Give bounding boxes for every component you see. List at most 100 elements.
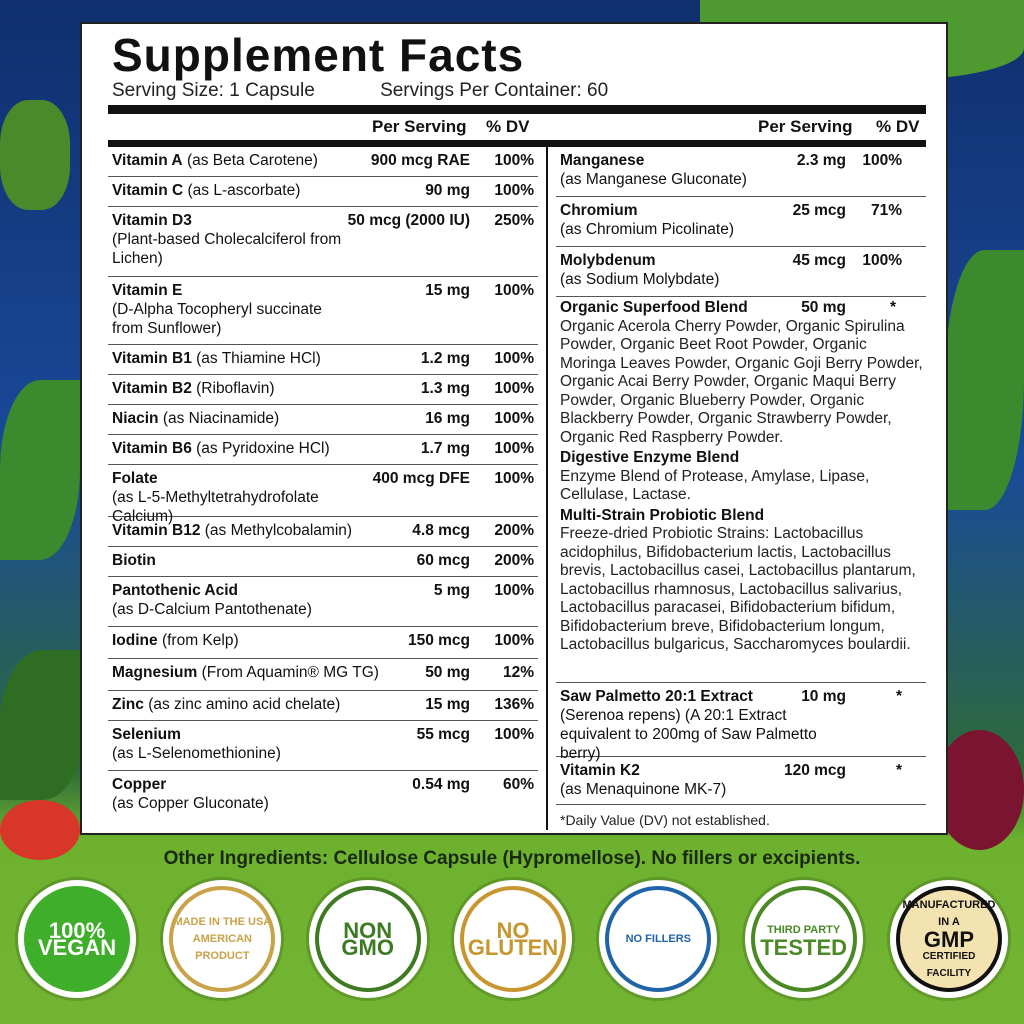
nutrient-source: (as Menaquinone MK-7) [560,781,727,798]
broccoli-decoration [0,100,70,210]
nutrient-name-line: Niacin (as Niacinamide) [112,409,538,428]
nutrient-row: Vitamin C (as L-ascorbate) 90 mg 100% [108,177,538,207]
nutrient-row: Pantothenic Acid (as D-Calcium Pantothena… [108,577,538,627]
daily-value: 100% [494,152,534,169]
badge-inner: NON GMO [314,886,421,992]
daily-value: 100% [862,252,902,269]
right-dv-header: % DV [876,117,920,136]
non-gmo-badge: NON GMO [308,880,427,998]
supplement-facts-panel: Supplement Facts Serving Size: 1 Capsule… [80,22,948,835]
daily-value: 100% [494,410,534,427]
nutrient-name: Iodine [112,632,158,649]
panel-title: Supplement Facts [112,29,525,81]
nutrient-row: Folate (as L-5-Methyltetrahydrofolate Cal… [108,465,538,525]
nutrient-row: Molybdenum (as Sodium Molybdate) 45 mcg 100… [556,247,926,297]
vegan-badge: 100% VEGAN [18,880,136,998]
blend-name: Digestive Enzyme Blend [560,449,740,466]
nutrient-qualifier: (Riboflavin) [196,380,275,397]
spinach-decoration [0,650,85,800]
daily-value: 100% [494,582,534,599]
nutrient-name: Magnesium [112,664,198,681]
nutrient-row: Vitamin K2 (as Menaquinone MK-7) 120 mcg * [556,757,926,805]
amount-per-serving: 60 mcg [416,552,470,569]
amount-per-serving: 16 mg [425,410,470,427]
daily-value: 100% [494,282,534,299]
nutrient-qualifier: (From Aquamin® MG TG) [201,664,379,681]
nutrient-source: (Plant-based Cholecalciferol from Lichen… [112,231,342,267]
nutrient-row: Vitamin E (D-Alpha Tocopheryl succinate f… [108,277,538,345]
badge-line: TESTED [760,935,848,960]
nutrient-row: Chromium (as Chromium Picolinate) 25 mcg 71… [556,197,926,247]
nutrient-name: Vitamin B6 [112,440,192,457]
nutrient-name: Vitamin B12 [112,522,201,539]
daily-value: 200% [494,552,534,569]
nutrient-row: Vitamin D3 (Plant-based Cholecalciferol f… [108,207,538,277]
other-ingredients: Other Ingredients: Cellulose Capsule (Hy… [163,848,861,869]
blend-item: Organic Superfood Blend 50 mg * Organic Ace… [556,297,926,447]
amount-per-serving: 4.8 mcg [412,522,470,539]
amount-per-serving: 150 mcg [407,632,470,649]
nutrient-name: Saw Palmetto 20:1 Extract [560,688,753,705]
nutrient-row: Vitamin B2 (Riboflavin) 1.3 mg 100% [108,375,538,405]
badge-line: GMO [341,935,394,960]
amount-per-serving: 45 mcg [792,252,846,269]
nutrient-name-line: Vitamin B6 (as Pyridoxine HCl) [112,439,538,458]
badge-line: AMERICAN PRODUCT [192,932,252,962]
nutrient-name: Vitamin D3 [112,212,192,229]
nutrient-name-line: Folate [112,469,538,488]
amount-per-serving: 1.2 mg [420,350,470,367]
nutrient-name: Vitamin B2 [112,380,192,397]
badge-inner: NO FILLERS [605,886,712,992]
nutrient-row: Niacin (as Niacinamide) 16 mg 100% [108,405,538,435]
nutrient-name-line: Vitamin A (as Beta Carotene) [112,151,538,170]
certification-badges: 100% VEGAN MADE IN THE USA AMERICAN PRODUCT… [18,880,1008,998]
nutrient-name-line: Vitamin E [112,281,538,300]
badge-line: NO FILLERS [625,932,691,945]
right-per-serving-header: Per Serving [758,117,853,136]
nutrient-name: Copper [112,776,167,793]
nutrient-name: Pantothenic Acid [112,582,239,599]
servings-per-container: Servings Per Container: 60 [380,80,609,101]
nutrient-source: (as D-Calcium Pantothenate) [112,601,312,618]
daily-value: * [895,688,902,705]
nutrient-source: (as L-Selenomethionine) [112,745,281,762]
no-gluten-badge: NO GLUTEN [453,880,572,998]
blend-ingredients: Freeze-dried Probiotic Strains: Lactobac… [560,525,916,653]
blend-ingredients: Organic Acerola Cherry Powder, Organic S… [560,317,923,446]
left-nutrient-column: Vitamin A (as Beta Carotene) 900 mcg RAE 1… [108,147,538,821]
nutrient-qualifier: (as Thiamine HCl) [196,350,321,367]
blend-section: Organic Superfood Blend 50 mg * Organic Ace… [556,297,926,683]
nutrient-name-line: Zinc (as zinc amino acid chelate) [112,695,538,714]
nutrient-qualifier: (as Niacinamide) [162,410,280,427]
badge-inner: NO GLUTEN [459,886,566,992]
left-dv-header: % DV [486,117,530,136]
daily-value: 100% [494,380,534,397]
nutrient-row: Vitamin B6 (as Pyridoxine HCl) 1.7 mg 100% [108,435,538,465]
badge-inner: THIRD PARTY TESTED [750,886,857,992]
footnote: *Daily Value (DV) not established. [560,812,770,828]
daily-value: 200% [494,522,534,539]
amount-per-serving: 10 mg [801,688,846,705]
badge-line: CERTIFIED FACILITY [922,950,976,979]
third-party-tested-badge: THIRD PARTY TESTED [744,880,863,998]
nutrient-qualifier: (as Pyridoxine HCl) [196,440,330,457]
divider-bar [108,105,926,114]
nutrient-source: (as Chromium Picolinate) [560,221,734,238]
serving-info: Serving Size: 1 Capsule Servings Per Con… [112,80,668,102]
nutrient-name-line: Copper [112,775,538,794]
nutrient-source: (as L-5-Methyltetrahydrofolate Calcium) [112,489,319,525]
nutrient-source: (as Copper Gluconate) [112,795,269,812]
amount-per-serving: 2.3 mg [796,152,846,169]
nutrient-name-line: Vitamin D3 [112,211,538,230]
nutrient-qualifier: (as Methylcobalamin) [204,522,353,539]
palm-leaf-right-decoration [945,250,1024,510]
serving-size: Serving Size: 1 Capsule [112,80,315,101]
nutrient-name: Biotin [112,552,156,569]
badge-inner: 100% VEGAN [24,886,130,992]
amount-per-serving: 1.3 mg [420,380,470,397]
nutrient-name-line: Biotin [112,551,538,570]
amount-per-serving: 400 mcg DFE [372,470,470,487]
nutrient-row: Vitamin B12 (as Methylcobalamin) 4.8 mcg 2… [108,517,538,547]
nutrient-qualifier: (as L-ascorbate) [187,182,301,199]
badge-line: GLUTEN [467,935,559,960]
